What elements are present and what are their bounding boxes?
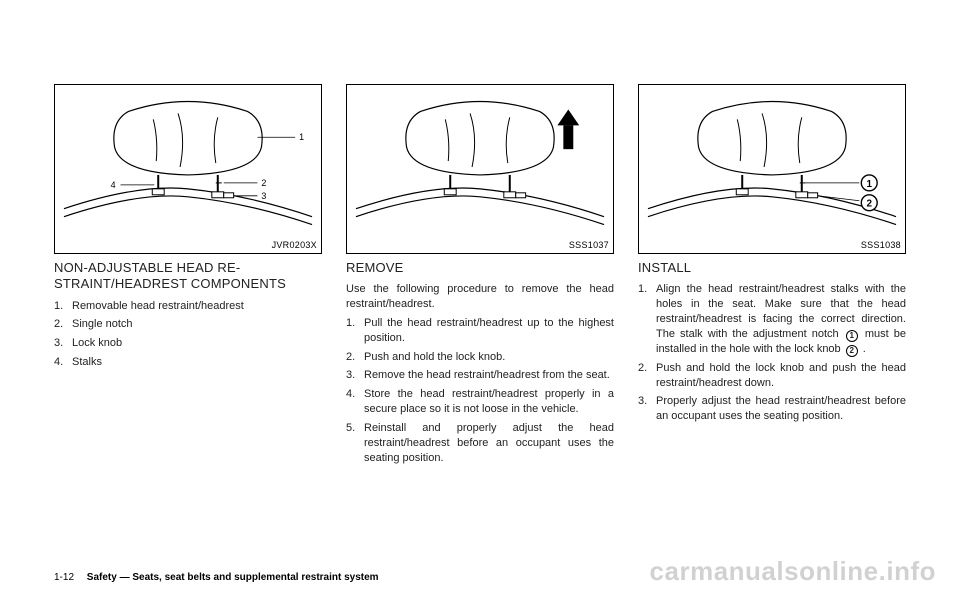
list-item: 2.Push and hold the lock knob and push t… bbox=[638, 361, 906, 391]
list-item: 4.Stalks bbox=[54, 355, 322, 370]
callout-3-label: 3 bbox=[261, 191, 266, 201]
figure-code: SSS1038 bbox=[861, 239, 901, 251]
circled-number-icon: 2 bbox=[846, 345, 858, 357]
components-list: 1.Removable head restraint/headrest 2.Si… bbox=[54, 299, 322, 370]
figure-code: SSS1037 bbox=[569, 239, 609, 251]
circled-2-label: 2 bbox=[866, 199, 872, 210]
list-item: 1.Removable head restraint/headrest bbox=[54, 299, 322, 314]
chapter-title: Safety — Seats, seat belts and supplemen… bbox=[87, 572, 379, 583]
install-steps: 1. Align the head restraint/headrest sta… bbox=[638, 282, 906, 424]
install-step-1: Align the head restraint/headrest stalks… bbox=[656, 282, 906, 357]
callout-4-label: 4 bbox=[111, 180, 116, 190]
section-title-install: INSTALL bbox=[638, 260, 906, 276]
section-title-components: NON-ADJUSTABLE HEAD RE- STRAINT/HEADREST… bbox=[54, 260, 322, 293]
list-item: 4.Store the head restraint/headrest prop… bbox=[346, 387, 614, 417]
page-number: 1-12 bbox=[54, 572, 74, 583]
page-footer: 1-12 Safety — Seats, seat belts and supp… bbox=[54, 572, 379, 583]
watermark: carmanualsonline.info bbox=[650, 556, 936, 587]
column-layout: 1 2 3 4 JVR0203X NON-ADJUSTABLE HEAD RE-… bbox=[54, 84, 906, 470]
headrest-components-illustration: 1 2 3 4 bbox=[59, 89, 317, 249]
list-item: 1.Pull the head restraint/headrest up to… bbox=[346, 316, 614, 346]
figure-3: 1 2 SSS1038 bbox=[638, 84, 906, 254]
title-text: NON-ADJUSTABLE HEAD RE- STRAINT/HEADREST… bbox=[54, 260, 286, 291]
up-arrow-icon bbox=[557, 109, 579, 149]
headrest-install-illustration: 1 2 bbox=[643, 89, 901, 249]
circled-1-label: 1 bbox=[866, 179, 872, 190]
list-item: 5.Reinstall and properly adjust the head… bbox=[346, 421, 614, 466]
figure-1: 1 2 3 4 JVR0203X bbox=[54, 84, 322, 254]
callout-2-label: 2 bbox=[261, 178, 266, 188]
figure-2: SSS1037 bbox=[346, 84, 614, 254]
list-item: 3.Properly adjust the head restraint/hea… bbox=[638, 394, 906, 424]
circled-number-icon: 1 bbox=[846, 330, 858, 342]
list-item: 1. Align the head restraint/headrest sta… bbox=[638, 282, 906, 357]
list-item: 2.Single notch bbox=[54, 317, 322, 332]
figure-code: JVR0203X bbox=[272, 239, 317, 251]
list-item: 3.Remove the head restraint/headrest fro… bbox=[346, 368, 614, 383]
callout-1-label: 1 bbox=[299, 132, 304, 142]
column-1: 1 2 3 4 JVR0203X NON-ADJUSTABLE HEAD RE-… bbox=[54, 84, 322, 470]
section-title-remove: REMOVE bbox=[346, 260, 614, 276]
list-item: 2.Push and hold the lock knob. bbox=[346, 350, 614, 365]
remove-intro: Use the following procedure to remove th… bbox=[346, 282, 614, 312]
headrest-remove-illustration bbox=[351, 89, 609, 249]
manual-page: 1 2 3 4 JVR0203X NON-ADJUSTABLE HEAD RE-… bbox=[0, 0, 960, 611]
column-3: 1 2 SSS1038 INSTALL 1. Align the head re… bbox=[638, 84, 906, 470]
remove-steps: 1.Pull the head restraint/headrest up to… bbox=[346, 316, 614, 466]
list-item: 3.Lock knob bbox=[54, 336, 322, 351]
column-2: SSS1037 REMOVE Use the following procedu… bbox=[346, 84, 614, 470]
